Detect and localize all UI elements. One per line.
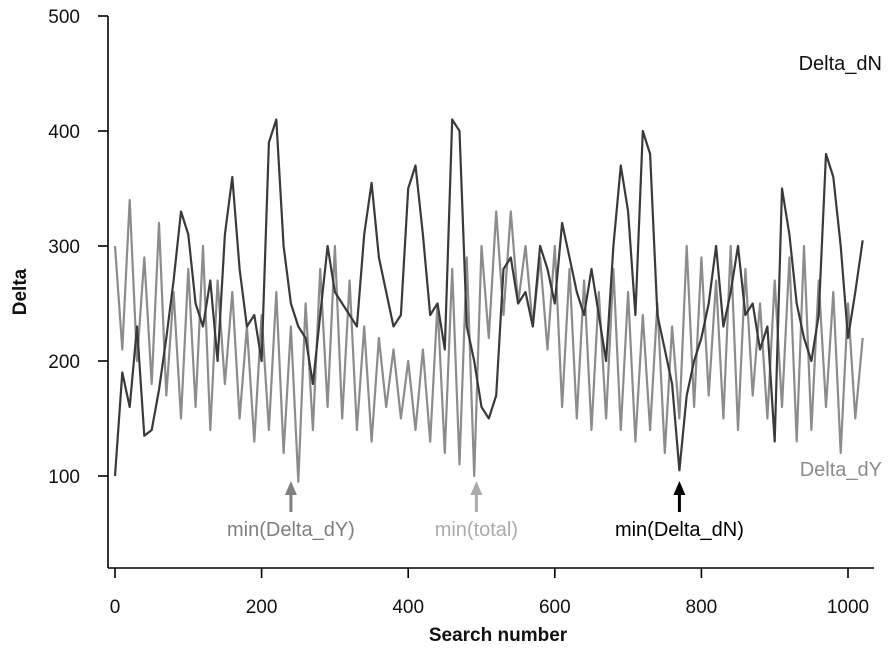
- annotation-arrow-head: [284, 481, 297, 495]
- annotation-arrow-head: [470, 481, 483, 495]
- x-tick-label: 800: [686, 597, 718, 618]
- y-axis-title: Delta: [10, 268, 31, 315]
- y-tick-label: 100: [48, 467, 80, 488]
- y-tick-label: 400: [48, 122, 80, 143]
- annotation-label: min(total): [435, 519, 518, 541]
- plot-lines: [113, 118, 864, 483]
- x-tick-label: 600: [539, 597, 571, 618]
- annotations: min(Delta_dY) min(total) min(Delta_dN): [227, 481, 744, 541]
- y-tick-label: 500: [48, 7, 80, 28]
- annotation-arrow-head: [673, 481, 686, 495]
- x-tick-label: 0: [110, 597, 121, 618]
- series-line-delta-dn: [113, 118, 864, 477]
- y-tick-label: 200: [48, 352, 80, 373]
- x-tick-label: 200: [246, 597, 278, 618]
- series-label-delta-dy: Delta_dY: [800, 459, 882, 481]
- annotation-label: min(Delta_dN): [615, 519, 744, 541]
- y-tick-label: 300: [48, 237, 80, 258]
- x-axis-title: Search number: [429, 625, 568, 646]
- series-label-delta-dn: Delta_dN: [799, 53, 882, 75]
- series-labels: Delta_dN Delta_dY: [799, 53, 882, 481]
- x-tick-label: 400: [392, 597, 424, 618]
- x-tick-label: 1000: [827, 597, 869, 618]
- ticks: 0 200 400 600 800 1000 100 200 300 400 500: [48, 7, 869, 618]
- annotation-label: min(Delta_dY): [227, 519, 355, 541]
- series-line-delta-dy: [113, 198, 864, 483]
